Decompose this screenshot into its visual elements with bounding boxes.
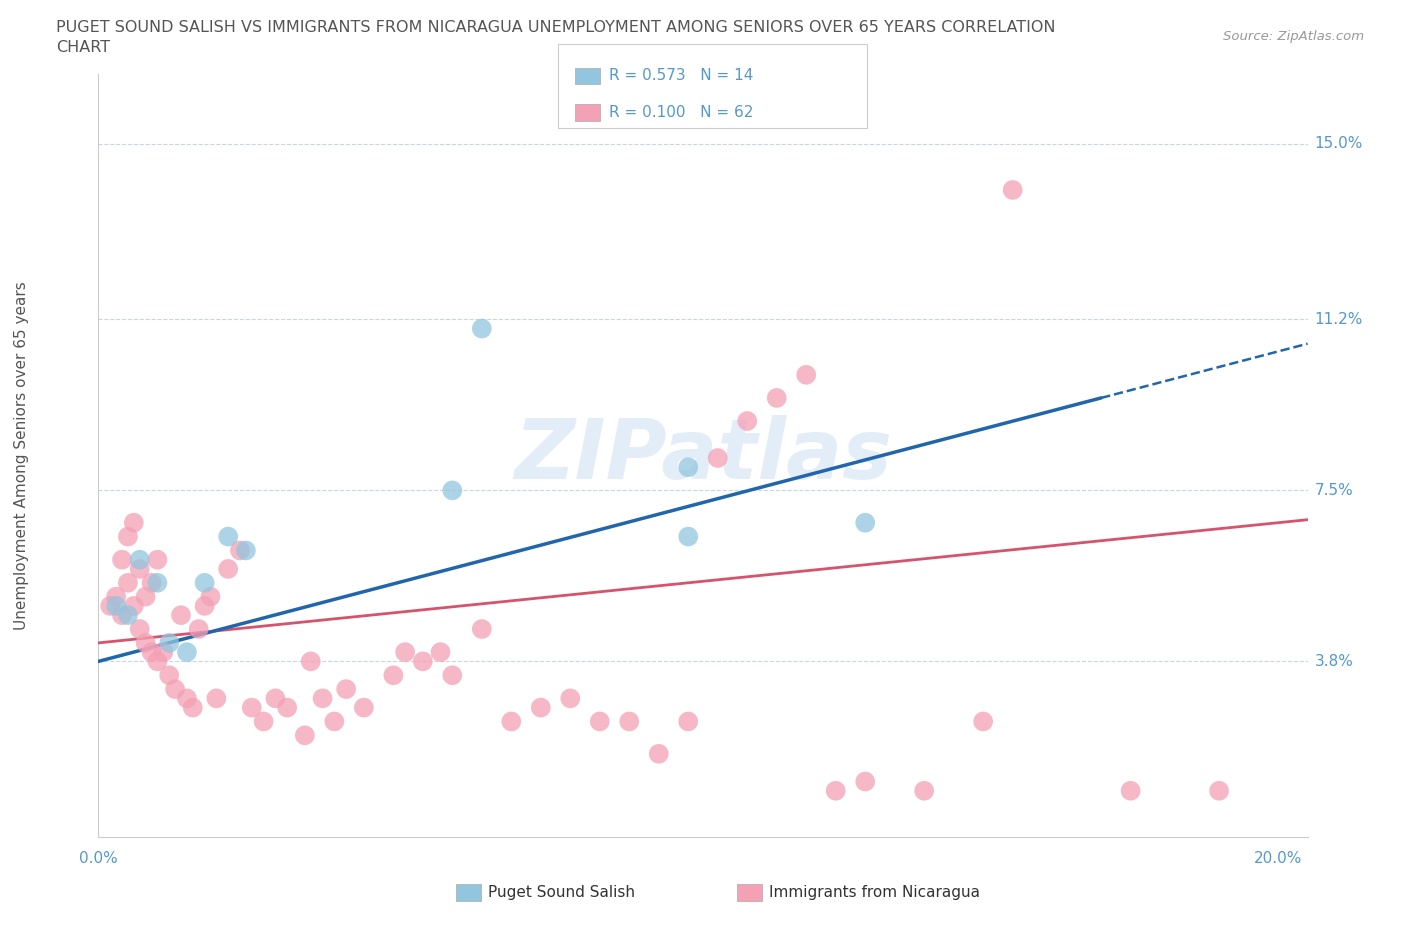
Point <box>217 562 239 577</box>
Point <box>176 691 198 706</box>
Point <box>1001 182 1024 197</box>
Point <box>972 714 994 729</box>
Point <box>117 529 139 544</box>
Point <box>235 543 257 558</box>
Point <box>912 783 935 798</box>
Point <box>157 635 180 650</box>
Point <box>187 621 209 636</box>
Text: 11.2%: 11.2% <box>1315 312 1362 326</box>
Text: R = 0.100   N = 62: R = 0.100 N = 62 <box>609 105 752 120</box>
Text: 15.0%: 15.0% <box>1315 136 1362 152</box>
Text: PUGET SOUND SALISH VS IMMIGRANTS FROM NICARAGUA UNEMPLOYMENT AMONG SENIORS OVER : PUGET SOUND SALISH VS IMMIGRANTS FROM NI… <box>56 20 1056 35</box>
Point <box>264 691 287 706</box>
Point <box>530 700 553 715</box>
Point <box>1208 783 1230 798</box>
Point <box>117 576 139 591</box>
Point <box>117 607 139 622</box>
Point <box>471 321 494 336</box>
Point <box>353 700 375 715</box>
Point <box>299 654 322 669</box>
Point <box>678 459 700 474</box>
Text: 7.5%: 7.5% <box>1315 483 1354 498</box>
Point <box>170 607 193 622</box>
Text: CHART: CHART <box>56 40 110 55</box>
Point <box>429 644 451 659</box>
Point <box>165 682 187 697</box>
Point <box>194 599 217 614</box>
Point <box>335 682 357 697</box>
Point <box>1119 783 1142 798</box>
Point <box>146 654 169 669</box>
Point <box>240 700 263 715</box>
Point <box>794 367 817 382</box>
Point <box>128 562 150 577</box>
Point <box>200 590 222 604</box>
Point <box>678 529 700 544</box>
Point <box>311 691 333 706</box>
Text: 0.0%: 0.0% <box>79 851 118 866</box>
Text: Immigrants from Nicaragua: Immigrants from Nicaragua <box>769 885 980 900</box>
Point <box>853 515 876 530</box>
Text: Puget Sound Salish: Puget Sound Salish <box>488 885 636 900</box>
Text: Source: ZipAtlas.com: Source: ZipAtlas.com <box>1223 30 1364 43</box>
Point <box>105 590 128 604</box>
Point <box>441 668 464 683</box>
Point <box>146 576 169 591</box>
Point <box>181 700 204 715</box>
Point <box>560 691 582 706</box>
Point <box>105 599 128 614</box>
Point <box>111 552 134 567</box>
Point <box>471 621 494 636</box>
Point <box>735 414 758 429</box>
Point <box>441 483 464 498</box>
Text: 20.0%: 20.0% <box>1254 851 1302 866</box>
Point <box>323 714 346 729</box>
Text: Unemployment Among Seniors over 65 years: Unemployment Among Seniors over 65 years <box>14 282 28 631</box>
Point <box>135 635 157 650</box>
Point <box>412 654 434 669</box>
Point <box>853 774 876 789</box>
Point <box>122 599 145 614</box>
Text: ZIPatlas: ZIPatlas <box>515 415 891 497</box>
Point <box>128 552 150 567</box>
Point <box>229 543 252 558</box>
Point <box>501 714 523 729</box>
Point <box>157 668 180 683</box>
Point <box>294 728 316 743</box>
Point <box>135 590 157 604</box>
Point <box>589 714 612 729</box>
Point <box>648 747 671 762</box>
Point <box>194 576 217 591</box>
Point <box>765 391 787 405</box>
Point <box>176 644 198 659</box>
Point <box>394 644 416 659</box>
Point <box>252 714 274 729</box>
Point <box>382 668 405 683</box>
Point <box>141 576 163 591</box>
Point <box>824 783 846 798</box>
Point <box>205 691 228 706</box>
Point <box>128 621 150 636</box>
Point <box>146 552 169 567</box>
Point <box>98 599 121 614</box>
Point <box>122 515 145 530</box>
Point <box>706 450 728 465</box>
Text: R = 0.573   N = 14: R = 0.573 N = 14 <box>609 69 752 84</box>
Point <box>111 607 134 622</box>
Point <box>678 714 700 729</box>
Point <box>141 644 163 659</box>
Point <box>276 700 298 715</box>
Text: 3.8%: 3.8% <box>1315 654 1354 669</box>
Point <box>619 714 641 729</box>
Point <box>152 644 174 659</box>
Point <box>217 529 239 544</box>
